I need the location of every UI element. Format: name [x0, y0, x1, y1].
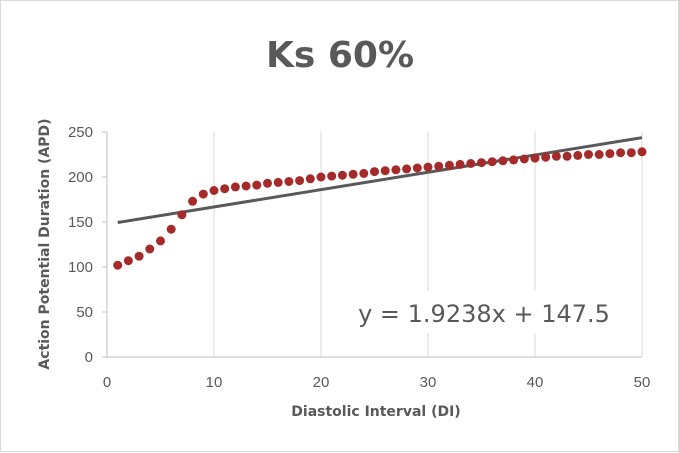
x-tick-label: 10	[206, 374, 223, 391]
y-tick-label: 0	[85, 349, 93, 366]
data-point	[573, 150, 583, 160]
data-point	[444, 160, 454, 170]
data-point	[348, 169, 358, 179]
data-point	[477, 158, 486, 168]
x-axis-label: Diastolic Interval (DI)	[291, 404, 460, 420]
data-point	[434, 161, 444, 171]
trendline-group	[117, 136, 643, 224]
data-point	[616, 148, 626, 158]
data-point	[177, 210, 187, 220]
data-point	[305, 174, 315, 184]
data-point	[530, 153, 540, 163]
data-point	[295, 176, 305, 186]
data-point	[316, 172, 326, 182]
data-point	[327, 171, 337, 181]
data-point	[637, 147, 647, 157]
y-tick-label: 200	[68, 169, 93, 186]
x-tick-label: 50	[634, 374, 651, 391]
data-point	[423, 162, 433, 172]
data-point	[594, 150, 604, 159]
data-point	[541, 152, 551, 162]
data-point	[188, 196, 198, 206]
data-point	[626, 148, 636, 158]
data-point	[402, 164, 412, 174]
data-point	[605, 149, 615, 159]
data-point	[359, 168, 369, 178]
data-point	[466, 159, 476, 168]
tick-labels: 0 10 20 30 40 50 0 50 100 150 200 250	[68, 124, 650, 391]
y-tick-label: 100	[68, 259, 93, 276]
data-point	[273, 177, 283, 187]
data-point	[220, 184, 230, 194]
data-point	[113, 260, 123, 270]
data-point	[145, 244, 155, 254]
data-point	[252, 180, 262, 190]
data-point	[284, 177, 294, 186]
data-point	[487, 157, 497, 167]
data-point	[519, 154, 529, 164]
data-point	[263, 178, 272, 188]
x-tick-label: 30	[420, 374, 437, 391]
data-point	[337, 170, 347, 180]
equation-box	[344, 291, 625, 333]
chart-title: Ks 60%	[266, 35, 414, 76]
data-point	[455, 159, 465, 169]
data-point	[241, 181, 251, 191]
data-point	[509, 155, 519, 165]
x-tick-label: 0	[103, 374, 111, 391]
y-tick-label: 250	[68, 124, 93, 141]
axes	[102, 131, 642, 358]
data-point	[166, 224, 176, 234]
data-point	[412, 163, 422, 173]
trendline-equation: y = 1.9238x + 147.5	[358, 300, 610, 328]
data-point	[370, 167, 379, 177]
data-point	[198, 189, 208, 199]
data-point	[551, 151, 561, 161]
data-point	[562, 151, 572, 161]
data-point	[498, 156, 508, 166]
data-point	[123, 256, 133, 266]
data-point	[156, 236, 165, 246]
data-point	[584, 150, 593, 159]
trendline	[117, 136, 643, 224]
data-point	[230, 182, 240, 192]
x-tick-label: 40	[527, 374, 544, 391]
data-points	[113, 147, 647, 270]
data-point	[391, 165, 401, 175]
x-tick-label: 20	[313, 374, 330, 391]
y-tick-label: 50	[76, 304, 93, 321]
data-point	[209, 186, 219, 195]
y-axis-label: Action Potential Duration (APD)	[37, 118, 53, 369]
data-point	[134, 251, 144, 261]
data-point	[380, 166, 390, 176]
y-tick-label: 150	[68, 214, 93, 231]
